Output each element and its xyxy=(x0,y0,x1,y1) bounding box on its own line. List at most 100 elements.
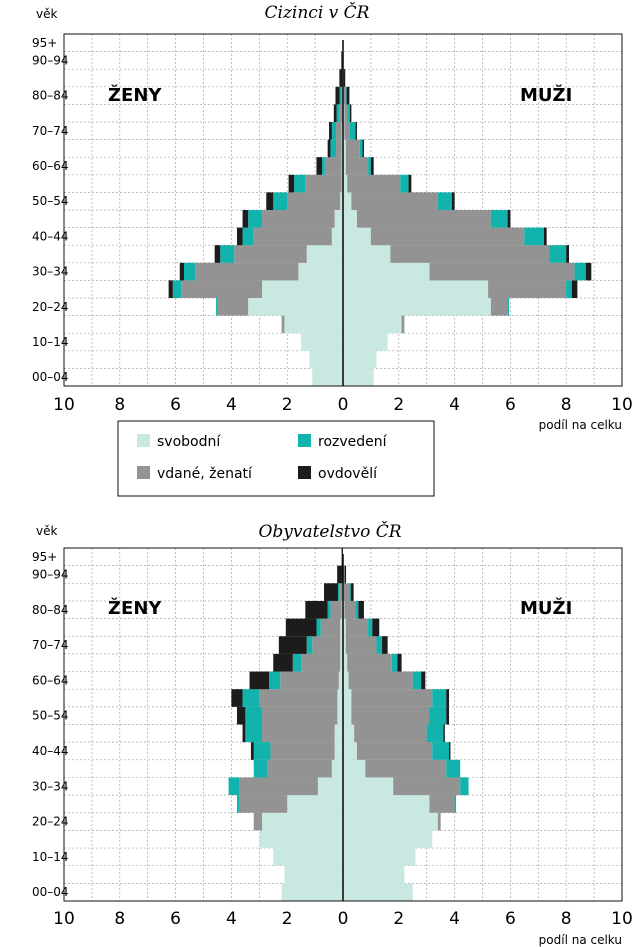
bar-zeny-rozvedeni xyxy=(327,600,331,619)
bar-muzi-ovdoveli xyxy=(397,653,402,672)
legend-swatch-vdani xyxy=(137,466,150,479)
bar-muzi-rozvedeni xyxy=(355,600,359,619)
bar-muzi-rozvedeni xyxy=(349,583,351,601)
bar-muzi-rozvedeni xyxy=(347,104,350,122)
bar-muzi-vdani xyxy=(345,618,369,637)
bar-zeny-ovdoveli xyxy=(324,583,338,601)
bar-muzi-ovdoveli xyxy=(585,262,592,281)
bar-muzi-svobodni xyxy=(343,689,352,707)
bar-zeny-ovdoveli xyxy=(250,742,254,760)
y-tick-label: 60–64 xyxy=(32,673,69,687)
bar-zeny-svobodni xyxy=(262,812,343,831)
pyramid-chart-cizinci: 00–04 10–14 20–24 30–34 40–44 50–54 60–64 70–74… xyxy=(32,33,633,415)
bar-muzi-svobodni xyxy=(343,653,348,672)
bar-zeny-rozvedeni xyxy=(242,227,254,246)
x-tick-label: 4 xyxy=(226,909,237,929)
x-tick-label: 0 xyxy=(338,395,349,415)
bar-zeny-rozvedeni xyxy=(216,298,218,316)
bar-muzi-rozvedeni xyxy=(412,671,422,690)
men-label: MUŽI xyxy=(520,597,572,619)
bar-muzi-ovdoveli xyxy=(358,600,364,619)
bar-muzi-ovdoveli xyxy=(355,122,357,140)
y-tick-label: 20–24 xyxy=(32,300,69,314)
bar-muzi-svobodni xyxy=(343,883,413,901)
bar-muzi-vdani xyxy=(344,600,356,619)
bar-zeny-vdani xyxy=(262,706,338,725)
x-tick-label: 4 xyxy=(449,395,460,415)
y-tick-label: 90–94 xyxy=(32,567,69,581)
bar-muzi-vdani xyxy=(401,315,405,334)
x-tick-label: 4 xyxy=(449,909,460,929)
bar-muzi-svobodni xyxy=(343,724,355,743)
bar-muzi-rozvedeni xyxy=(549,245,567,263)
bar-muzi-rozvedeni xyxy=(359,139,363,158)
bar-muzi-vdani xyxy=(437,812,441,831)
bar-muzi-ovdoveli xyxy=(421,671,426,690)
bar-zeny-svobodni xyxy=(259,830,343,849)
bar-muzi-rozvedeni xyxy=(490,210,508,228)
bar-muzi-svobodni xyxy=(343,795,430,813)
bar-muzi-svobodni xyxy=(343,777,394,796)
x-tick-label: 10 xyxy=(53,909,75,929)
bar-zeny-svobodni xyxy=(301,333,343,351)
bar-muzi-vdani xyxy=(347,653,392,672)
bar-muzi-svobodni xyxy=(343,139,346,158)
bar-zeny-vdani xyxy=(336,122,342,140)
bar-muzi-ovdoveli xyxy=(446,689,450,707)
bar-muzi-vdani xyxy=(354,724,427,743)
y-axis-title: věk xyxy=(36,524,57,538)
bar-zeny-ovdoveli xyxy=(242,724,246,743)
bar-zeny-svobodni xyxy=(248,298,343,316)
bar-muzi-ovdoveli xyxy=(543,227,547,246)
bar-zeny-vdani xyxy=(253,227,332,246)
bar-muzi-rozvedeni xyxy=(566,280,572,298)
x-tick-label: 10 xyxy=(611,395,633,415)
bar-muzi-rozvedeni xyxy=(426,724,444,743)
x-tick-label: 8 xyxy=(561,395,572,415)
y-axis-title: věk xyxy=(36,7,57,21)
bar-zeny-rozvedeni xyxy=(242,689,260,707)
bar-zeny-ovdoveli xyxy=(337,565,343,584)
bar-muzi-rozvedeni xyxy=(345,86,347,105)
bar-muzi-rozvedeni xyxy=(432,689,447,707)
bar-zeny-vdani xyxy=(305,174,342,193)
bar-zeny-ovdoveli xyxy=(329,122,332,140)
bar-muzi-vdani xyxy=(370,227,525,246)
bar-muzi-svobodni xyxy=(343,210,357,228)
bar-muzi-vdani xyxy=(365,759,447,778)
bar-muzi-svobodni xyxy=(343,280,489,298)
bar-zeny-svobodni xyxy=(331,227,343,246)
y-tick-label: 20–24 xyxy=(32,815,69,829)
bar-zeny-svobodni xyxy=(340,618,343,637)
bar-zeny-rozvedeni xyxy=(339,86,342,105)
y-tick-label: 50–54 xyxy=(32,194,69,208)
bar-zeny-ovdoveli xyxy=(285,618,317,637)
bar-zeny-rozvedeni xyxy=(245,724,263,743)
bar-zeny-ovdoveli xyxy=(278,636,307,654)
bar-zeny-vdani xyxy=(181,280,263,298)
bar-muzi-svobodni xyxy=(343,350,377,369)
bar-zeny-vdani xyxy=(324,157,342,175)
women-label: ŽENY xyxy=(108,84,162,106)
bar-muzi-svobodni xyxy=(343,812,438,831)
bar-muzi-rozvedeni xyxy=(349,122,356,140)
x-tick-label: 6 xyxy=(170,909,181,929)
bar-muzi-svobodni xyxy=(343,368,374,386)
bar-zeny-vdani xyxy=(262,210,335,228)
legend-label-ovdoveli: ovdovělí xyxy=(318,466,378,482)
bar-muzi-ovdoveli xyxy=(566,245,569,263)
bar-muzi-svobodni xyxy=(343,618,346,637)
bar-muzi-ovdoveli xyxy=(443,724,445,743)
bar-muzi-rozvedeni xyxy=(454,795,456,813)
legend-swatch-svobodni xyxy=(137,434,150,447)
bar-zeny-vdani xyxy=(339,104,343,122)
bar-zeny-vdani xyxy=(280,671,339,690)
bar-muzi-vdani xyxy=(344,122,350,140)
x-axis-title: podíl na celku xyxy=(539,418,622,432)
y-tick-label: 95+ xyxy=(32,36,57,50)
bar-muzi-vdani xyxy=(351,706,430,725)
bar-zeny-vdani xyxy=(239,795,288,813)
bar-zeny-svobodni xyxy=(340,653,343,672)
bar-muzi-svobodni xyxy=(343,227,371,246)
